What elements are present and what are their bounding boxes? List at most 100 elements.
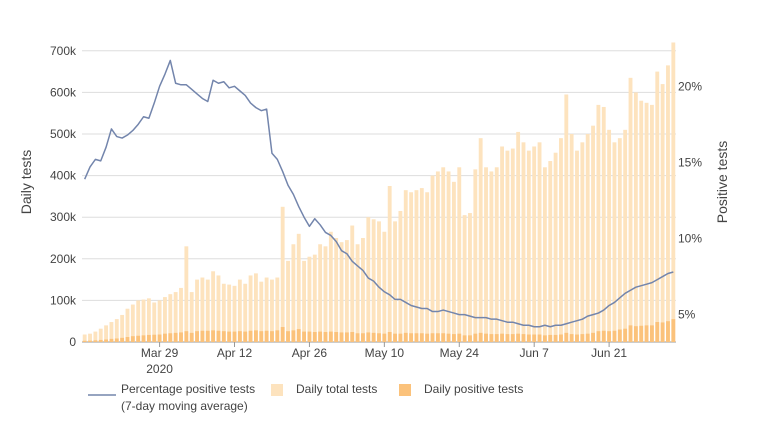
bar-total-tests bbox=[361, 238, 365, 342]
bar-total-tests bbox=[98, 328, 103, 342]
bar-positive-tests bbox=[259, 331, 264, 342]
bar-positive-tests bbox=[516, 333, 521, 342]
bar-total-tests bbox=[655, 71, 660, 342]
bar-total-tests bbox=[451, 181, 456, 342]
bar-total-tests bbox=[393, 221, 397, 342]
bar-positive-tests bbox=[221, 331, 226, 342]
bar-positive-tests bbox=[441, 333, 446, 342]
bar-positive-tests bbox=[451, 334, 456, 342]
x-tick-label: Apr 26 bbox=[292, 346, 328, 360]
bar-positive-tests bbox=[666, 321, 670, 342]
bar-positive-tests bbox=[601, 330, 606, 342]
bar-total-tests bbox=[628, 77, 633, 342]
bar-total-tests bbox=[548, 161, 553, 342]
bar-positive-tests bbox=[104, 339, 109, 342]
bar-total-tests bbox=[270, 279, 274, 342]
bar-positive-tests bbox=[195, 331, 199, 342]
bar-positive-tests bbox=[435, 333, 440, 342]
bar-total-tests bbox=[596, 104, 601, 342]
bar-positive-tests bbox=[649, 325, 654, 342]
bar-positive-tests bbox=[500, 333, 505, 342]
bar-positive-tests bbox=[559, 334, 563, 342]
bar-positive-tests bbox=[98, 339, 103, 342]
bar-positive-tests bbox=[302, 331, 307, 342]
bar-positive-tests bbox=[173, 332, 178, 342]
x-tick-sublabel: 2020 bbox=[146, 362, 173, 376]
bar-positive-tests bbox=[521, 334, 526, 342]
bar-total-tests bbox=[243, 283, 248, 342]
bar-total-tests bbox=[291, 244, 296, 342]
legend-swatch-total-tests bbox=[271, 384, 283, 396]
bar-total-tests bbox=[468, 213, 472, 342]
bar-positive-tests bbox=[569, 334, 574, 342]
bar-total-tests bbox=[414, 190, 419, 342]
bar-positive-tests bbox=[398, 333, 403, 342]
bar-total-tests bbox=[489, 171, 494, 342]
bar-positive-tests bbox=[146, 334, 151, 342]
y-left-tick-label: 100k bbox=[50, 293, 77, 307]
bar-total-tests bbox=[312, 254, 317, 342]
bar-positive-tests bbox=[275, 330, 280, 342]
bar-total-tests bbox=[109, 322, 114, 342]
series-daily-total-tests bbox=[82, 42, 676, 343]
bar-total-tests bbox=[205, 279, 210, 342]
bar-positive-tests bbox=[585, 333, 590, 342]
bar-total-tests bbox=[398, 210, 403, 342]
legend-swatch-positive-tests bbox=[399, 384, 411, 396]
bar-total-tests bbox=[253, 273, 258, 342]
bar-total-tests bbox=[259, 281, 264, 342]
bar-total-tests bbox=[569, 134, 574, 342]
bar-positive-tests bbox=[403, 332, 408, 342]
bar-positive-tests bbox=[243, 331, 248, 342]
bar-positive-tests bbox=[409, 333, 414, 342]
bar-total-tests bbox=[478, 138, 483, 342]
bar-positive-tests bbox=[478, 332, 483, 342]
bar-total-tests bbox=[216, 275, 221, 342]
bar-total-tests bbox=[179, 287, 183, 342]
legend-label-total-tests: Daily total tests bbox=[296, 382, 377, 396]
x-tick-label: May 10 bbox=[365, 346, 405, 360]
y-right-tick-label: 10% bbox=[678, 232, 702, 246]
x-tick-label: Apr 12 bbox=[217, 346, 253, 360]
bar-positive-tests bbox=[296, 329, 301, 342]
bar-total-tests bbox=[494, 167, 499, 342]
y-right-tick-label: 15% bbox=[678, 155, 702, 169]
bar-positive-tests bbox=[179, 332, 183, 342]
bar-total-tests bbox=[248, 275, 253, 342]
bar-total-tests bbox=[146, 298, 151, 342]
bar-total-tests bbox=[553, 152, 558, 342]
bar-positive-tests bbox=[120, 337, 125, 342]
bar-positive-tests bbox=[580, 334, 585, 342]
y-left-tick-label: 0 bbox=[69, 335, 76, 349]
x-tick-label: Jun 21 bbox=[591, 346, 627, 360]
bar-positive-tests bbox=[532, 334, 537, 342]
bar-total-tests bbox=[157, 300, 162, 342]
x-tick-label: May 24 bbox=[440, 346, 480, 360]
bar-total-tests bbox=[500, 146, 505, 342]
bar-total-tests bbox=[526, 150, 531, 342]
bar-positive-tests bbox=[494, 334, 499, 342]
bar-total-tests bbox=[286, 260, 290, 342]
bar-total-tests bbox=[163, 297, 167, 342]
bar-total-tests bbox=[462, 215, 467, 342]
bar-total-tests bbox=[302, 260, 307, 342]
bar-positive-tests bbox=[591, 332, 595, 342]
bar-total-tests bbox=[633, 92, 638, 343]
bar-total-tests bbox=[232, 285, 237, 342]
bar-total-tests bbox=[366, 217, 371, 342]
bar-total-tests bbox=[521, 142, 526, 342]
bar-positive-tests bbox=[414, 333, 419, 342]
bar-positive-tests bbox=[280, 327, 285, 342]
bar-positive-tests bbox=[575, 334, 579, 342]
series-percentage-positive-tests bbox=[83, 59, 674, 328]
bar-total-tests bbox=[334, 238, 339, 342]
bar-positive-tests bbox=[163, 333, 167, 342]
bar-total-tests bbox=[644, 102, 649, 342]
bar-total-tests bbox=[435, 171, 440, 342]
bar-total-tests bbox=[537, 142, 542, 342]
bar-total-tests bbox=[564, 94, 569, 342]
bar-total-tests bbox=[264, 277, 269, 342]
bar-positive-tests bbox=[227, 331, 232, 342]
bar-total-tests bbox=[275, 277, 280, 342]
bar-positive-tests bbox=[168, 333, 173, 342]
